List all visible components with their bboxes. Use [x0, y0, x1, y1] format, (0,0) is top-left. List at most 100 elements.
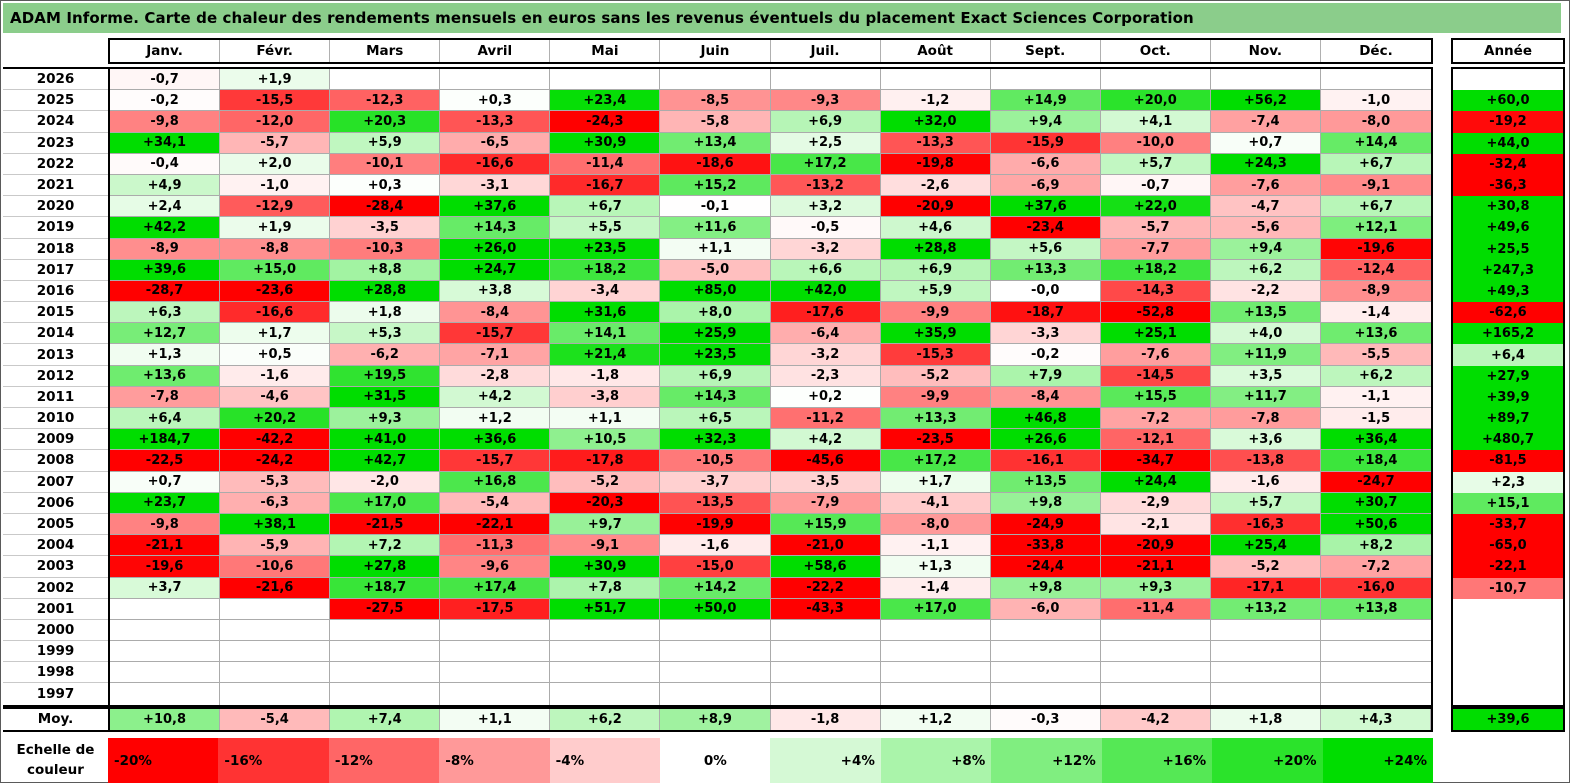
heatmap-cell: -5,6 — [1210, 217, 1321, 238]
heatmap-cell: +0,3 — [330, 174, 441, 196]
month-header-cell: Juil. — [771, 40, 881, 62]
heatmap-cell: -12,3 — [330, 90, 441, 111]
heatmap-cell: -16,6 — [440, 153, 551, 174]
heatmap-cell: -21,1 — [110, 535, 221, 556]
heatmap-cell: +14,3 — [660, 386, 771, 407]
heatmap-cell: -5,2 — [550, 471, 661, 492]
heatmap-cell — [330, 69, 441, 90]
heatmap-cell: +1,7 — [220, 323, 331, 344]
moy-cell: -5,4 — [220, 708, 331, 731]
heatmap-cell: +0,5 — [220, 344, 331, 365]
heatmap-cell: -23,4 — [990, 217, 1101, 238]
heatmap-cell: -1,1 — [880, 535, 991, 556]
table-row: +0,7 -5,3 -2,0 +16,8 -5,2 -3,7 -3,5 +1,7 +13,5 +2… — [110, 471, 1431, 493]
heatmap-cell: -1,8 — [550, 365, 661, 386]
month-header-cell: Mars — [330, 40, 441, 62]
table-row: +12,7 +1,7 +5,3 -15,7 +14,1 +25,9 -6,4 +35,9 -3,… — [110, 323, 1431, 345]
annee-cell: +15,1 — [1453, 492, 1563, 514]
heatmap-cell: -5,0 — [660, 259, 771, 280]
heatmap-cell: -24,7 — [1320, 471, 1431, 492]
heatmap-cell: +50,0 — [660, 598, 771, 619]
table-row: +184,7 -42,2 +41,0 +36,6 +10,5 +32,3 +4,2 -23,5… — [110, 429, 1431, 451]
heatmap-cell: +23,7 — [110, 492, 221, 513]
heatmap-cell — [1100, 69, 1211, 90]
heatmap-cell: +85,0 — [660, 280, 771, 302]
year-label: 2021 — [3, 175, 108, 197]
year-label: 2014 — [3, 323, 108, 345]
year-label: 2008 — [3, 450, 108, 472]
heatmap-cell: -34,7 — [1100, 450, 1211, 471]
heatmap-cell — [440, 683, 551, 705]
heatmap-cell — [110, 641, 221, 662]
heatmap-cell: +26,0 — [440, 238, 551, 259]
month-header-cell: Févr. — [220, 40, 331, 62]
heatmap-cell: -2,3 — [770, 365, 881, 386]
scale-cell: -20% — [108, 738, 219, 783]
heatmap-cell: -2,9 — [1100, 492, 1211, 513]
annee-header: Année — [1451, 38, 1565, 64]
heatmap-cell — [550, 619, 661, 641]
annee-cell: -32,4 — [1453, 153, 1563, 175]
heatmap-cell: +3,2 — [770, 196, 881, 217]
heatmap-cell: -8,8 — [220, 238, 331, 259]
heatmap-cell: -9,3 — [770, 90, 881, 111]
heatmap-cell — [220, 598, 331, 619]
heatmap-cell: +1,1 — [550, 408, 661, 429]
heatmap-cell: +9,8 — [990, 577, 1101, 598]
heatmap-cell: +30,9 — [550, 132, 661, 153]
heatmap-cell: +30,9 — [550, 556, 661, 577]
month-header-cell: Déc. — [1359, 43, 1393, 59]
moy-cell: +1,1 — [440, 708, 551, 731]
heatmap-cell — [1210, 662, 1321, 683]
data-table: 2026 2025 2024 2023 2022 2021 2020 2019 2018 2017… — [3, 67, 1565, 707]
heatmap-cell: -8,9 — [110, 238, 221, 259]
heatmap-cell: -27,5 — [330, 598, 441, 619]
heatmap-cell: +4,2 — [440, 386, 551, 407]
heatmap-cell — [990, 619, 1101, 641]
heatmap-cell: -21,1 — [1100, 556, 1211, 577]
heatmap-cell: +13,4 — [660, 132, 771, 153]
scale-cell: +8% — [880, 738, 992, 783]
heatmap-cell: +11,9 — [1210, 344, 1321, 365]
year-label: 2003 — [3, 556, 108, 578]
heatmap-cell: +37,6 — [440, 196, 551, 217]
heatmap-cell — [1320, 69, 1431, 90]
heatmap-cell: +17,4 — [440, 577, 551, 598]
heatmap-cell: +31,5 — [330, 386, 441, 407]
heatmap-cell: -21,0 — [770, 535, 881, 556]
heatmap-cell: -17,5 — [440, 598, 551, 619]
heatmap-cell: +9,4 — [1210, 238, 1321, 259]
heatmap-cell: -9,8 — [110, 111, 221, 132]
heatmap-cell: +3,6 — [1210, 429, 1321, 450]
scale-cell: +20% — [1212, 738, 1323, 783]
moy-cell: +1,2 — [880, 708, 991, 731]
annee-cell: +480,7 — [1453, 429, 1563, 451]
scale-cell: +24% — [1322, 738, 1433, 783]
column-gap — [1433, 38, 1451, 64]
column-gap — [1433, 738, 1451, 783]
heatmap-cell: +1,3 — [110, 344, 221, 365]
heatmap-cell: +19,5 — [330, 365, 441, 386]
heatmap-cell: -20,9 — [880, 196, 991, 217]
heatmap-cell: -9,1 — [550, 535, 661, 556]
heatmap-cell: -12,9 — [220, 196, 331, 217]
heatmap-cell: -4,6 — [220, 386, 331, 407]
heatmap-cell: -13,3 — [440, 111, 551, 132]
heatmap-cell: -9,6 — [440, 556, 551, 577]
scale-legend: -20% -16% -12% -8% -4% 0% +4% +8% +12% +16% +20% +2… — [108, 738, 1433, 783]
heatmap-cell: +3,8 — [440, 280, 551, 302]
heatmap-cell: +1,9 — [220, 69, 331, 90]
heatmap-cell: -3,1 — [440, 174, 551, 196]
heatmap-cell: +21,4 — [550, 344, 661, 365]
annee-cell — [1453, 683, 1563, 705]
heatmap-cell: -0,2 — [110, 90, 221, 111]
annee-cell: -65,0 — [1453, 535, 1563, 557]
heatmap-cell: +11,6 — [660, 217, 771, 238]
heatmap-cell: +41,0 — [330, 429, 441, 450]
scale-cell: +16% — [1101, 738, 1213, 783]
heatmap-cell: +14,3 — [440, 217, 551, 238]
annee-moy-cell-box: +39,6 — [1451, 706, 1565, 733]
heatmap-cell: +4,1 — [1100, 111, 1211, 132]
annee-column: +60,0 -19,2 +44,0 -32,4 -36,3 +30,8 +49,6 +25,5… — [1451, 67, 1565, 707]
year-label: 1998 — [3, 662, 108, 684]
